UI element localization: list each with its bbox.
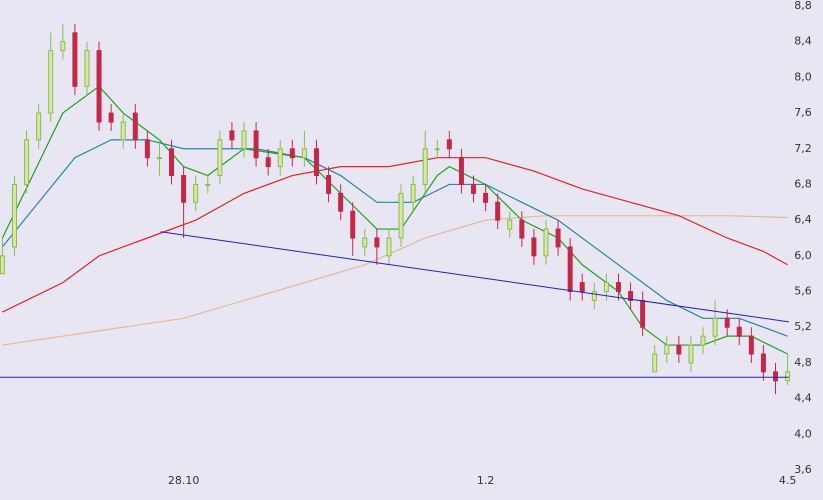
candle-body	[531, 237, 537, 257]
candle-body	[724, 317, 730, 328]
candle-body	[398, 192, 404, 239]
x-tick-label: 28.10	[168, 474, 200, 487]
trend-line	[160, 231, 789, 323]
y-tick-label: 5,6	[794, 285, 812, 298]
candle-body	[144, 139, 150, 159]
candle-body	[313, 148, 319, 177]
y-tick-label: 4,8	[794, 356, 812, 369]
candle-body	[132, 112, 138, 141]
candle-body	[156, 157, 162, 160]
y-tick-label: 8,8	[794, 0, 812, 12]
candle-body	[181, 175, 187, 203]
candle-body	[338, 192, 344, 212]
candle-body	[773, 371, 779, 382]
candle-body	[386, 237, 392, 257]
candle-body	[289, 148, 295, 159]
candle-body	[350, 210, 356, 239]
candle-body	[72, 32, 78, 87]
y-tick-label: 7,6	[794, 106, 812, 119]
y-tick-label: 6,0	[794, 249, 812, 262]
candle-body	[591, 291, 597, 301]
candle-body	[36, 112, 42, 141]
candle-body	[422, 148, 428, 185]
candle-body	[108, 112, 114, 123]
candle-body	[434, 148, 440, 151]
candle-body	[483, 192, 489, 203]
candle-body	[652, 353, 658, 373]
candle-body	[96, 50, 102, 123]
candle-body	[48, 50, 54, 114]
candle-body	[120, 121, 126, 141]
candle-body	[24, 139, 30, 185]
y-tick-label: 3,6	[794, 463, 812, 476]
candle-body	[785, 371, 791, 382]
candle-body	[60, 41, 66, 52]
y-tick-label: 8,4	[794, 35, 812, 48]
y-tick-label: 6,4	[794, 213, 812, 226]
candle-body	[603, 282, 609, 293]
moving-average	[2, 215, 788, 346]
candle-body	[374, 237, 380, 248]
candle-body	[640, 299, 646, 328]
candle-body	[362, 237, 368, 248]
y-tick-label: 5,2	[794, 320, 812, 333]
candle-body	[712, 317, 718, 337]
candle-body	[205, 183, 211, 186]
candle-body	[253, 130, 259, 159]
candle-body	[410, 183, 416, 203]
candle-body	[471, 183, 477, 194]
candle-body	[688, 344, 694, 364]
candle-body	[193, 183, 199, 203]
y-tick-label: 7,2	[794, 142, 812, 155]
candle-body	[628, 291, 634, 301]
moving-average	[1, 85, 788, 355]
candle-body	[0, 255, 5, 275]
y-tick-label: 8,0	[794, 70, 812, 83]
moving-average	[1, 139, 788, 337]
candle-body	[519, 219, 525, 239]
candle-body	[555, 228, 561, 248]
candle-body	[700, 335, 706, 346]
candle-body	[736, 326, 742, 337]
candle-body	[458, 157, 464, 185]
candle-body	[567, 246, 573, 293]
candle-body	[579, 282, 585, 293]
candle-body	[676, 344, 682, 355]
candle-body	[326, 175, 332, 194]
candle-body	[495, 201, 501, 221]
x-tick-label: 4.5	[779, 474, 797, 487]
candle-body	[169, 148, 175, 177]
candle-body	[615, 282, 621, 293]
candle-body	[217, 139, 223, 177]
candle-body	[748, 335, 754, 355]
candle-body	[446, 139, 452, 150]
candle-body	[241, 130, 247, 150]
candle-body	[301, 148, 307, 159]
candle-body	[84, 50, 90, 87]
candle-body	[760, 353, 766, 373]
candle-body	[11, 183, 17, 248]
candle-body	[543, 228, 549, 257]
moving-average	[2, 157, 788, 313]
candle-body	[507, 219, 513, 230]
y-tick-label: 6,8	[794, 177, 812, 190]
candle-body	[664, 344, 670, 355]
candle-body	[265, 157, 271, 168]
x-tick-label: 1.2	[477, 474, 495, 487]
y-tick-label: 4,0	[794, 427, 812, 440]
candle-body	[229, 130, 235, 141]
y-tick-label: 4,4	[794, 392, 812, 405]
candle-body	[277, 148, 283, 168]
